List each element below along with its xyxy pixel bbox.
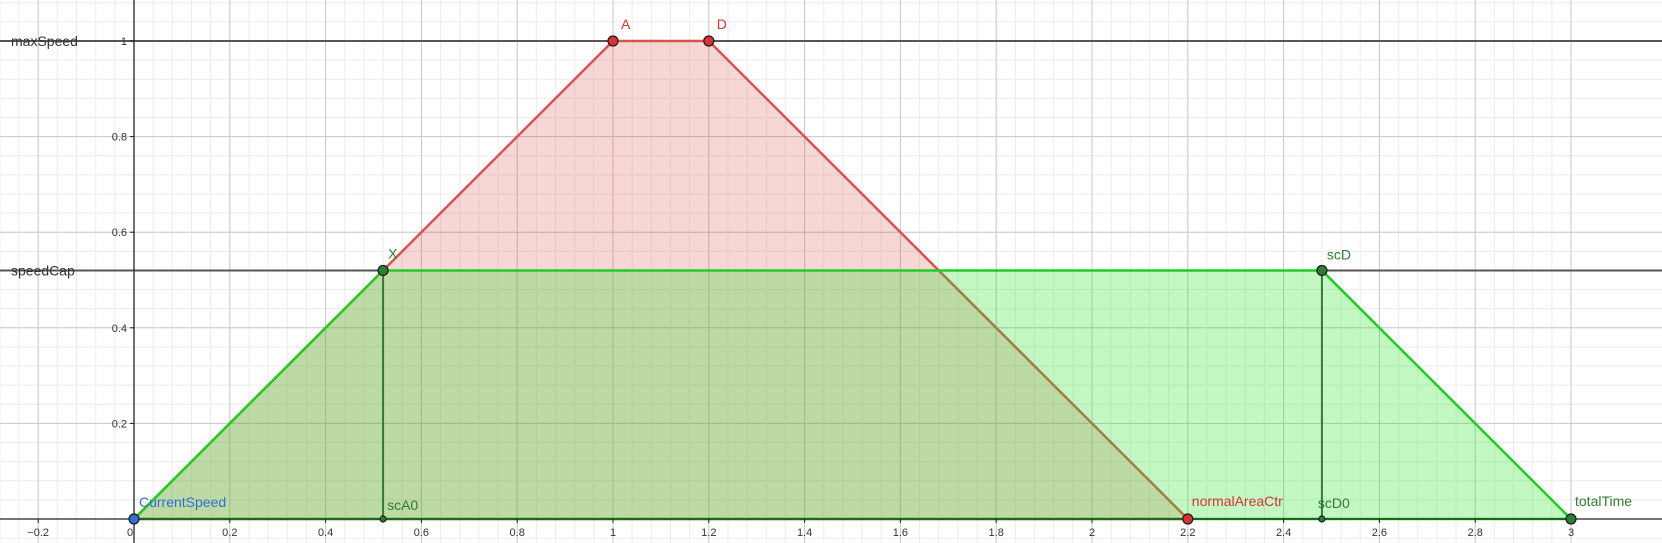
point-x[interactable] <box>377 264 389 277</box>
point-label-normalareactr: normalAreaCtr <box>1192 493 1283 509</box>
point-label-scd: scD <box>1327 246 1351 262</box>
polygon-capped[interactable] <box>132 269 1573 521</box>
point-scd0[interactable] <box>1318 515 1326 523</box>
points[interactable]: A D X scD CurrentSpeed scA0 scD0 normalAreaCtr t… <box>128 16 1632 525</box>
y-tick-label: 1 <box>121 36 127 48</box>
y-tick-label: 0.8 <box>112 132 127 144</box>
point-label-a: A <box>621 16 631 32</box>
area-polygons[interactable] <box>132 39 1573 521</box>
point-sca0[interactable] <box>379 515 387 523</box>
point-label-d: D <box>717 16 727 32</box>
x-tick-label: 2.2 <box>1180 527 1195 539</box>
x-tick-label: −0.2 <box>27 527 49 539</box>
x-tick-label: 0.6 <box>414 527 429 539</box>
x-tick-label: 1.6 <box>893 527 908 539</box>
point-normalareactr[interactable] <box>1182 513 1194 525</box>
x-tick-label: 1 <box>610 527 616 539</box>
vertical-segments[interactable] <box>382 270 1323 519</box>
y-tick-label: 0.4 <box>112 323 127 335</box>
x-tick-label: 0 <box>127 527 133 539</box>
x-tick-label: 2.4 <box>1276 527 1291 539</box>
hline-label-speedcap: speedCap <box>11 262 75 278</box>
x-tick-labels: −0.2 0 0.2 0.4 0.6 0.8 1 1.2 1.4 1.6 1.8 2 2.2 2.4 2.6… <box>27 519 1574 539</box>
point-label-x: X <box>388 245 398 261</box>
point-label-sca0: scA0 <box>387 497 418 513</box>
x-tick-label: 2.6 <box>1372 527 1387 539</box>
point-label-scd0: scD0 <box>1318 495 1350 511</box>
point-label-totaltime: totalTime <box>1575 493 1632 509</box>
x-tick-label: 0.4 <box>318 527 333 539</box>
point-label-currentspeed: CurrentSpeed <box>139 494 226 510</box>
point-scd[interactable] <box>1316 264 1328 277</box>
x-tick-label: 1.2 <box>701 527 716 539</box>
point-currentspeed[interactable] <box>128 513 140 525</box>
y-tick-labels: 0.2 0.4 0.6 0.8 1 <box>112 36 134 430</box>
x-tick-label: 2.8 <box>1468 527 1483 539</box>
x-tick-label: 1.8 <box>989 527 1004 539</box>
point-a[interactable] <box>607 35 619 47</box>
x-tick-label: 0.2 <box>222 527 237 539</box>
point-totaltime[interactable] <box>1565 513 1577 525</box>
hline-label-maxspeed: maxSpeed <box>11 33 78 49</box>
x-tick-label: 1.4 <box>797 527 812 539</box>
point-d[interactable] <box>703 35 715 47</box>
y-tick-label: 0.6 <box>112 227 127 239</box>
y-tick-label: 0.2 <box>112 418 127 430</box>
x-tick-label: 3 <box>1568 527 1574 539</box>
x-tick-label: 2 <box>1089 527 1095 539</box>
x-tick-label: 0.8 <box>510 527 525 539</box>
